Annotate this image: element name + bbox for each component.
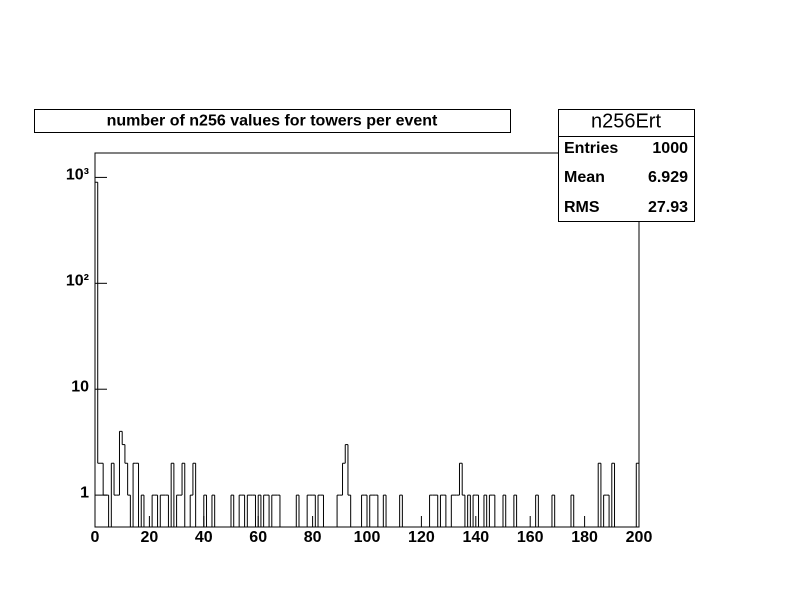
x-tick-label: 80 — [304, 529, 322, 546]
stats-label: Entries — [564, 140, 618, 157]
title-box — [34, 109, 511, 133]
stats-box — [558, 109, 695, 222]
x-tick-label: 160 — [517, 529, 544, 546]
stats-label: Mean — [564, 169, 605, 186]
stats-title: n256Ert — [591, 110, 661, 132]
plot-frame — [94, 152, 640, 528]
stats-value: 1000 — [652, 140, 688, 157]
x-tick-label: 60 — [249, 529, 267, 546]
x-tick-label: 140 — [462, 529, 489, 546]
y-tick-label: 10 — [71, 378, 89, 395]
y-tick-label: 1 — [80, 484, 89, 501]
y-tick-label: 10² — [66, 273, 89, 290]
stats-label: RMS — [564, 199, 600, 216]
stats-value: 27.93 — [648, 199, 688, 216]
x-tick-label: 200 — [626, 529, 653, 546]
x-tick-label: 0 — [91, 529, 100, 546]
x-tick-label: 180 — [571, 529, 598, 546]
chart-title: number of n256 values for towers per eve… — [107, 113, 438, 130]
x-tick-label: 100 — [354, 529, 381, 546]
x-tick-label: 40 — [195, 529, 213, 546]
x-tick-label: 20 — [141, 529, 159, 546]
stats-value: 6.929 — [648, 169, 688, 186]
y-tick-label: 10³ — [66, 167, 89, 184]
x-tick-label: 120 — [408, 529, 435, 546]
